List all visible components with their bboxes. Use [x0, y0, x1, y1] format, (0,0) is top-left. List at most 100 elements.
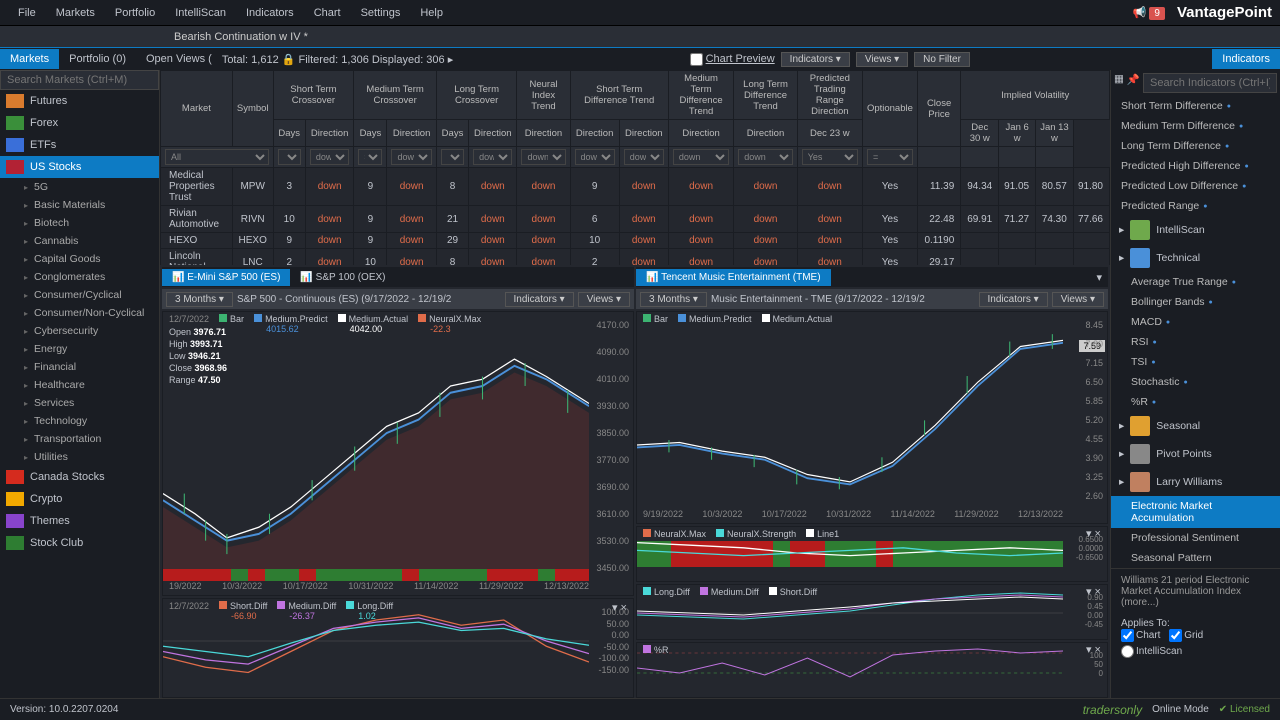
indicators-dropdown[interactable]: Indicators ▾: [781, 52, 850, 67]
table-row[interactable]: HEXOHEXO9down9down29downdown10downdowndo…: [161, 233, 1110, 249]
col-subheader[interactable]: Direction: [387, 120, 436, 147]
sidebar-sub-healthcare[interactable]: Healthcare: [0, 376, 159, 394]
menu-portfolio[interactable]: Portfolio: [105, 3, 165, 23]
table-row[interactable]: Rivian AutomotiveRIVN10down9down21downdo…: [161, 206, 1110, 233]
chart-preview-toggle[interactable]: Chart Preview: [690, 53, 775, 66]
col-subheader[interactable]: Days: [354, 120, 387, 147]
indicator-seasonal-pattern[interactable]: Seasonal Pattern: [1111, 548, 1280, 568]
pin-icon[interactable]: 📌: [1127, 73, 1140, 93]
applies-chart[interactable]: Chart: [1121, 629, 1160, 642]
applies-intelliscan[interactable]: IntelliScan: [1121, 645, 1182, 658]
col-date[interactable]: Jan 13 w: [1036, 120, 1074, 147]
chart-right-wr[interactable]: %R 100500 ▾ ×: [636, 642, 1108, 698]
close-icon[interactable]: ▾ ×: [1082, 585, 1105, 598]
col-subheader[interactable]: Direction: [619, 120, 668, 147]
col-subheader[interactable]: Direction: [668, 120, 733, 147]
notification-icon[interactable]: 📢 9: [1133, 6, 1177, 19]
sidebar-sub-conglomerates[interactable]: Conglomerates: [0, 268, 159, 286]
col-header[interactable]: Market: [161, 71, 233, 147]
workspace-title[interactable]: Bearish Continuation w IV *: [160, 28, 322, 46]
chevron-down-icon[interactable]: ▾: [1090, 271, 1108, 284]
col-date[interactable]: Jan 6 w: [999, 120, 1036, 147]
period-dropdown-left[interactable]: 3 Months ▾: [166, 292, 233, 307]
sidebar-sub-energy[interactable]: Energy: [0, 340, 159, 358]
close-icon[interactable]: ▾ ×: [608, 601, 631, 614]
menu-chart[interactable]: Chart: [304, 3, 351, 23]
search-markets-input[interactable]: [0, 70, 159, 90]
col-header[interactable]: Short Term Difference Trend: [570, 71, 668, 120]
menu-intelliscan[interactable]: IntelliScan: [165, 3, 236, 23]
col-subheader[interactable]: Direction: [517, 120, 570, 147]
sidebar-sub-biotech[interactable]: Biotech: [0, 214, 159, 232]
indicator-bollinger-bands[interactable]: Bollinger Bands: [1111, 292, 1280, 312]
sidebar-sub-capital-goods[interactable]: Capital Goods: [0, 250, 159, 268]
col-subheader[interactable]: Direction: [734, 120, 797, 147]
filter-cp[interactable]: =: [867, 149, 913, 165]
col-subheader[interactable]: Direction: [469, 120, 517, 147]
col-header[interactable]: Symbol: [232, 71, 273, 147]
search-indicators-input[interactable]: [1143, 73, 1277, 93]
indicator-predicted-range[interactable]: Predicted Range: [1111, 196, 1280, 216]
sidebar-sub-cannabis[interactable]: Cannabis: [0, 232, 159, 250]
filter-dropdown[interactable]: down: [391, 149, 431, 165]
tab-markets[interactable]: Markets: [0, 49, 59, 69]
indicator-long-term-difference[interactable]: Long Term Difference: [1111, 136, 1280, 156]
filter-dropdown[interactable]: =: [441, 149, 464, 165]
filter-dropdown[interactable]: down: [473, 149, 512, 165]
menu-settings[interactable]: Settings: [351, 3, 411, 23]
sidebar-sub-basic-materials[interactable]: Basic Materials: [0, 196, 159, 214]
col-subheader[interactable]: Direction: [570, 120, 619, 147]
close-icon[interactable]: ▾ ×: [1082, 527, 1105, 540]
filter-dropdown[interactable]: down: [310, 149, 349, 165]
chart-left-diff[interactable]: 12/7/2022 Short.Diff-66.90 Medium.Diff-2…: [162, 598, 634, 698]
chart-left-indicators[interactable]: Indicators ▾: [505, 292, 574, 307]
indicator-macd[interactable]: MACD: [1111, 312, 1280, 332]
col-subheader[interactable]: Days: [273, 120, 305, 147]
chart-right-indicators[interactable]: Indicators ▾: [979, 292, 1048, 307]
indicator-rsi[interactable]: RSI: [1111, 332, 1280, 352]
table-row[interactable]: Medical Properties TrustMPW3down9down8do…: [161, 168, 1110, 206]
close-icon[interactable]: ▾ ×: [1082, 643, 1105, 656]
indicator-stochastic[interactable]: Stochastic: [1111, 372, 1280, 392]
indicator-professional-sentiment[interactable]: Professional Sentiment: [1111, 528, 1280, 548]
no-filter-button[interactable]: No Filter: [914, 52, 970, 67]
indicator-predicted-low-difference[interactable]: Predicted Low Difference: [1111, 176, 1280, 196]
filter-dropdown[interactable]: down: [738, 149, 792, 165]
section-technical[interactable]: ▸ Technical: [1111, 244, 1280, 272]
views-dropdown[interactable]: Views ▾: [856, 52, 908, 67]
col-subheader[interactable]: Days: [436, 120, 468, 147]
chart-left-main[interactable]: 12/7/2022 Bar Medium.Predict4015.62 Medi…: [162, 311, 634, 596]
sidebar-sub-transportation[interactable]: Transportation: [0, 430, 159, 448]
col-date[interactable]: Dec 30 w: [961, 120, 999, 147]
col-header[interactable]: Long Term Crossover: [436, 71, 517, 120]
col-header[interactable]: Close Price: [917, 71, 960, 147]
table-row[interactable]: Lincoln NationalLNC2down10down8downdown2…: [161, 249, 1110, 266]
indicator-electronic-market-accumulation[interactable]: Electronic Market Accumulation: [1111, 496, 1280, 528]
period-dropdown-right[interactable]: 3 Months ▾: [640, 292, 707, 307]
col-header[interactable]: Medium Term Crossover: [354, 71, 437, 120]
chart-tab-tme[interactable]: 📊 Tencent Music Entertainment (TME): [636, 269, 831, 286]
chart-left-views[interactable]: Views ▾: [578, 292, 630, 307]
col-header[interactable]: Optionable: [862, 71, 917, 147]
section-intelliscan[interactable]: ▸ IntelliScan: [1111, 216, 1280, 244]
col-header[interactable]: Short Term Crossover: [273, 71, 354, 120]
chart-right-diff[interactable]: Long.Diff Medium.Diff Short.Diff 0.900.4…: [636, 584, 1108, 640]
sidebar-cat-canada-stocks[interactable]: Canada Stocks: [0, 466, 159, 488]
sidebar-sub-services[interactable]: Services: [0, 394, 159, 412]
menu-markets[interactable]: Markets: [46, 3, 105, 23]
tab-open-views[interactable]: Open Views (: [136, 49, 222, 69]
filter-dropdown[interactable]: down: [575, 149, 615, 165]
indicator-average-true-range[interactable]: Average True Range: [1111, 272, 1280, 292]
chart-tab-es[interactable]: 📊 E-Mini S&P 500 (ES): [162, 269, 290, 286]
sidebar-sub-utilities[interactable]: Utilities: [0, 448, 159, 466]
sidebar-sub-consumer-cyclical[interactable]: Consumer/Cyclical: [0, 286, 159, 304]
col-header[interactable]: Predicted Trading Range Direction: [797, 71, 862, 120]
col-subheader[interactable]: Direction: [305, 120, 353, 147]
sidebar-cat-us-stocks[interactable]: US Stocks: [0, 156, 159, 178]
chart-right-neural[interactable]: NeuralX.Max NeuralX.Strength Line1 0.650…: [636, 526, 1108, 582]
filter-dropdown[interactable]: =: [278, 149, 301, 165]
section-seasonal[interactable]: ▸ Seasonal: [1111, 412, 1280, 440]
chart-tab-oex[interactable]: 📊 S&P 100 (OEX): [290, 269, 395, 286]
tab-portfolio[interactable]: Portfolio (0): [59, 49, 136, 69]
indicator--r[interactable]: %R: [1111, 392, 1280, 412]
